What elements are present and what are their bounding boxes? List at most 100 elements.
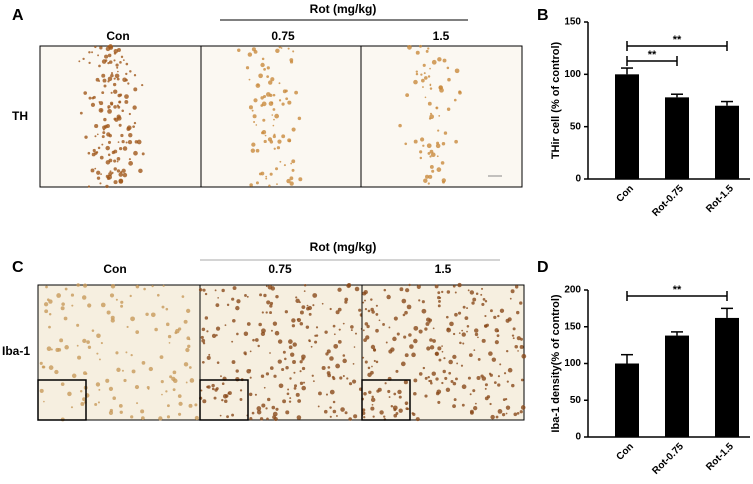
cell bbox=[232, 319, 236, 323]
cell bbox=[117, 70, 119, 73]
column-label: Con bbox=[106, 29, 129, 43]
cell bbox=[245, 66, 250, 70]
cell bbox=[288, 139, 292, 143]
cell bbox=[48, 365, 54, 370]
cell bbox=[258, 322, 262, 327]
cell bbox=[415, 417, 420, 422]
cell bbox=[102, 131, 106, 135]
y-tick-label: 0 bbox=[575, 174, 581, 185]
cell bbox=[260, 331, 266, 337]
cell bbox=[472, 297, 477, 302]
cell bbox=[254, 338, 259, 342]
cell bbox=[160, 380, 164, 384]
cell bbox=[56, 293, 62, 298]
cell bbox=[517, 350, 519, 352]
cell bbox=[141, 83, 144, 87]
cell bbox=[293, 386, 297, 390]
cell bbox=[81, 295, 87, 300]
cell bbox=[131, 369, 136, 374]
cell bbox=[129, 70, 132, 73]
cell bbox=[181, 295, 185, 298]
cell bbox=[279, 160, 282, 163]
cell bbox=[425, 321, 430, 326]
cell bbox=[78, 60, 81, 63]
cell bbox=[108, 45, 114, 50]
cell bbox=[453, 398, 457, 402]
cell bbox=[335, 415, 338, 417]
cell bbox=[156, 293, 160, 297]
cell bbox=[275, 294, 279, 299]
cell bbox=[222, 394, 228, 399]
cell bbox=[469, 409, 474, 414]
cell bbox=[418, 372, 423, 376]
group-label: Rot (mg/kg) bbox=[310, 240, 377, 254]
cell bbox=[431, 169, 435, 173]
cell bbox=[115, 63, 119, 67]
cell bbox=[232, 286, 237, 291]
cell bbox=[393, 316, 398, 321]
cell bbox=[475, 292, 479, 295]
cell bbox=[452, 381, 457, 386]
cell bbox=[462, 342, 465, 345]
cell bbox=[226, 415, 229, 419]
cell bbox=[183, 319, 188, 324]
cell bbox=[269, 304, 273, 308]
cell bbox=[84, 135, 88, 139]
cell bbox=[291, 127, 296, 132]
cell bbox=[273, 118, 275, 121]
cell bbox=[481, 376, 487, 381]
cell bbox=[503, 372, 507, 375]
cell bbox=[403, 380, 408, 385]
cell bbox=[80, 402, 85, 406]
cell bbox=[449, 321, 454, 327]
cell bbox=[277, 339, 283, 344]
cell bbox=[436, 389, 442, 395]
cell bbox=[437, 304, 441, 308]
cell bbox=[118, 172, 123, 177]
cell bbox=[94, 45, 97, 49]
cell bbox=[448, 371, 452, 375]
cell bbox=[301, 357, 305, 361]
cell bbox=[116, 66, 119, 69]
cell bbox=[260, 96, 264, 100]
bar bbox=[715, 317, 739, 437]
cell bbox=[354, 332, 357, 335]
cell bbox=[166, 404, 170, 408]
cell bbox=[226, 303, 230, 307]
cell bbox=[100, 173, 102, 176]
cell bbox=[119, 410, 123, 414]
micrograph bbox=[361, 284, 525, 421]
cell bbox=[112, 82, 117, 87]
cell bbox=[110, 72, 114, 75]
cell bbox=[100, 341, 103, 345]
cell bbox=[296, 415, 302, 420]
bar bbox=[615, 74, 639, 179]
cell bbox=[158, 416, 163, 421]
cell bbox=[468, 353, 473, 358]
cell bbox=[246, 368, 251, 374]
group-label: Rot (mg/kg) bbox=[310, 2, 377, 16]
cell bbox=[266, 66, 270, 70]
cell bbox=[441, 290, 444, 294]
cell bbox=[125, 72, 128, 76]
cell bbox=[101, 73, 106, 78]
cell bbox=[275, 167, 279, 171]
cell bbox=[107, 80, 110, 83]
cell bbox=[61, 302, 65, 306]
cell bbox=[255, 148, 260, 153]
cell bbox=[260, 171, 265, 176]
cell bbox=[493, 315, 497, 320]
cell bbox=[283, 164, 286, 167]
cell bbox=[400, 361, 406, 367]
cell bbox=[292, 342, 297, 347]
cell bbox=[174, 331, 178, 335]
cell bbox=[396, 332, 400, 336]
cell bbox=[311, 374, 314, 377]
cell bbox=[516, 310, 520, 315]
cell bbox=[214, 289, 217, 292]
cell bbox=[393, 408, 397, 412]
cell bbox=[303, 284, 307, 287]
cell bbox=[122, 59, 125, 62]
cell bbox=[110, 73, 114, 78]
x-tick-label: Rot-1.5 bbox=[704, 183, 736, 215]
